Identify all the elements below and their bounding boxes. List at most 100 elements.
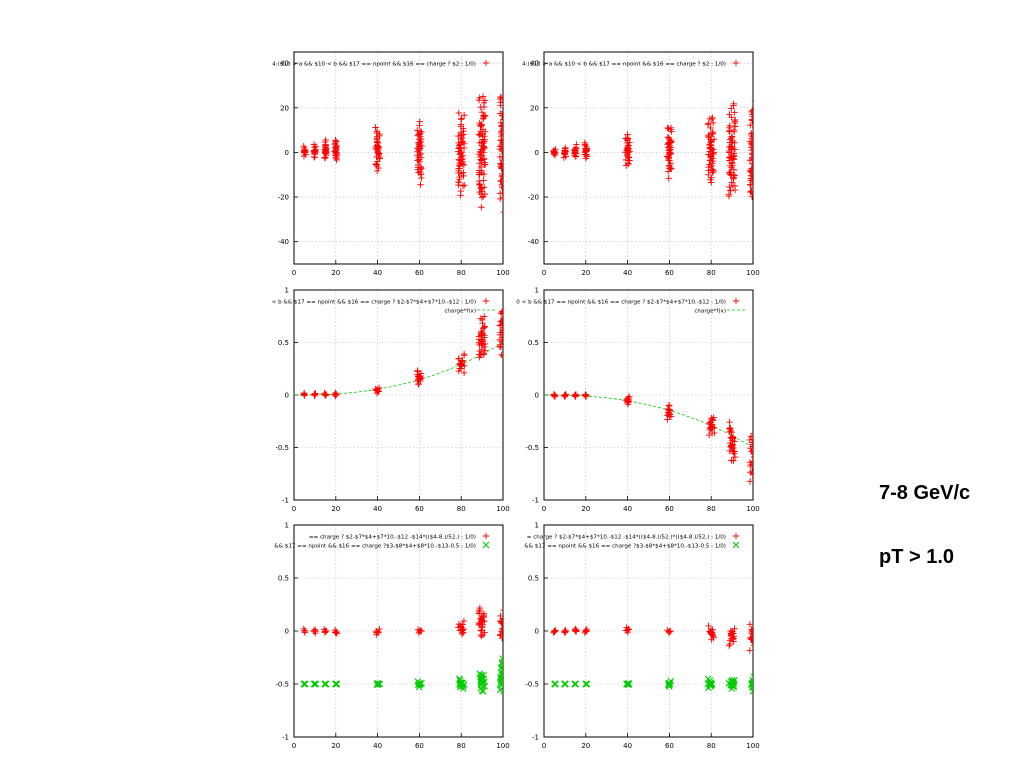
data-area: [544, 390, 753, 485]
x-tick-label: 20: [581, 742, 590, 750]
data-point: [751, 126, 753, 128]
data-point: [707, 424, 715, 431]
data-point: [311, 627, 319, 635]
data-point: [332, 680, 340, 688]
data-point: [455, 165, 462, 172]
data-point: [477, 103, 484, 111]
data-point: [480, 99, 488, 107]
y-tick-label: 0.5: [278, 339, 289, 347]
data-point: [476, 131, 484, 139]
data-point: [322, 391, 329, 398]
data-point: [667, 138, 674, 146]
data-point: [498, 177, 503, 184]
data-point: [707, 681, 715, 689]
data-point: [666, 410, 674, 418]
data-point: [416, 141, 423, 148]
data-point: [582, 392, 589, 399]
x-tick-label: 20: [331, 505, 340, 513]
data-point: [581, 139, 588, 147]
data-point: [457, 123, 464, 130]
x-tick-label: 0: [292, 269, 296, 277]
data-point: [477, 146, 485, 153]
chart-panel-5: 0 20 40 60 80 100 -1 -0.5 0 0.5 1 == charge ? $2-$7…: [274, 522, 509, 751]
data-point: [417, 181, 424, 188]
data-point: [500, 97, 503, 99]
x-tick-label: 40: [623, 742, 632, 750]
data-point: [752, 438, 753, 439]
data-point: [498, 658, 503, 666]
data-point: [332, 629, 340, 636]
x-tick-label: 60: [665, 269, 674, 277]
data-point: [748, 147, 753, 154]
data-point: [746, 621, 753, 628]
data-point: [706, 141, 714, 149]
data-point: [708, 153, 715, 161]
data-point: [728, 435, 736, 442]
data-point: [749, 142, 753, 149]
data-point: [311, 147, 318, 154]
data-point: [749, 128, 753, 136]
data-point: [477, 163, 485, 171]
x-tick-label: 60: [415, 505, 424, 513]
data-point: [332, 148, 339, 155]
data-point: [747, 444, 753, 452]
data-point: [498, 627, 503, 635]
data-point: [456, 173, 463, 181]
data-point: [375, 680, 382, 688]
data-point: [300, 391, 308, 398]
y-tick-label: -1: [282, 497, 289, 505]
data-point: [459, 160, 466, 167]
data-point: [747, 469, 753, 476]
data-point: [455, 109, 462, 117]
data-point: [498, 170, 503, 178]
data-point: [752, 440, 753, 442]
x-tick-label: 80: [457, 505, 466, 513]
data-area: [300, 93, 503, 213]
y-tick-label: 0.5: [278, 575, 289, 583]
data-point: [730, 154, 737, 162]
data-point: [747, 181, 753, 188]
data-point: [502, 626, 503, 628]
data-point: [625, 396, 632, 403]
y-tick-label: -40: [278, 238, 289, 246]
data-point: [496, 143, 503, 150]
data-point: [705, 120, 712, 127]
x-tick-label: 40: [623, 505, 632, 513]
data-point: [728, 179, 735, 186]
data-point: [752, 635, 753, 637]
data-point: [455, 355, 462, 362]
data-point: [749, 435, 753, 443]
data-point: [498, 164, 503, 171]
data-point: [457, 128, 465, 136]
data-point: [321, 390, 328, 397]
data-point: [727, 153, 734, 161]
y-tick-label: 1: [535, 287, 539, 295]
legend-entry-text: charge*f(x): [694, 308, 726, 314]
data-point: [708, 162, 715, 170]
data-point: [497, 195, 503, 203]
y-tick-label: 20: [530, 104, 539, 112]
data-point: [573, 141, 580, 148]
data-point: [477, 675, 485, 683]
data-point: [502, 636, 503, 638]
data-point: [376, 680, 384, 688]
x-tick-label: 100: [746, 505, 759, 513]
x-tick-label: 80: [707, 505, 716, 513]
data-point: [623, 627, 631, 634]
data-point: [479, 325, 487, 332]
data-point: [502, 171, 503, 173]
data-point: [500, 311, 503, 313]
data-point: [417, 171, 425, 178]
legend-marker: [732, 541, 740, 549]
x-tick-label: 80: [457, 742, 466, 750]
data-point: [479, 93, 487, 100]
data-point: [479, 341, 486, 349]
data-point: [749, 627, 753, 634]
data-point: [732, 116, 739, 124]
y-tick-label: 20: [280, 104, 289, 112]
chart-panel-6: 0 20 40 60 80 100 -1 -0.5 0 0.5 1 = charge ? $2-$7*…: [524, 522, 759, 751]
data-point: [480, 671, 488, 679]
data-point: [500, 609, 503, 611]
data-point: [479, 316, 486, 324]
